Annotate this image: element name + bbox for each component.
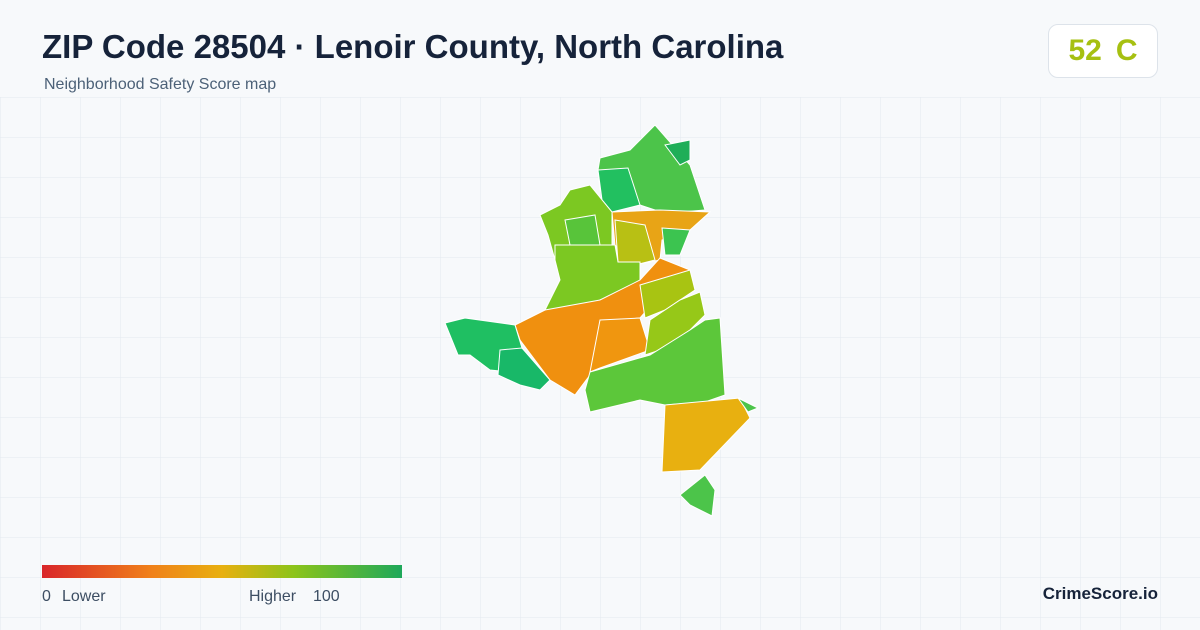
region <box>661 397 751 473</box>
region <box>589 317 651 373</box>
legend-gradient <box>42 565 402 578</box>
title: ZIP Code 28504 · Lenoir County, North Ca… <box>42 28 784 65</box>
region <box>679 474 716 517</box>
region <box>584 317 726 413</box>
legend-min: 0 <box>42 588 51 605</box>
region <box>661 227 691 256</box>
region <box>564 214 601 246</box>
score-value: 52 <box>1068 34 1102 67</box>
region <box>737 397 760 413</box>
legend-min-label: Lower <box>62 588 106 605</box>
legend-max-label: Higher <box>249 588 297 605</box>
region <box>497 347 551 391</box>
brand: CrimeScore.io <box>1042 584 1158 603</box>
region <box>597 167 641 213</box>
region <box>614 219 656 266</box>
region <box>644 291 706 356</box>
score-grade: C <box>1115 34 1138 67</box>
score-badge: 52 C <box>1048 24 1158 78</box>
region <box>664 139 691 166</box>
zip-regions <box>444 124 760 517</box>
legend-max: 100 <box>313 588 340 605</box>
subtitle: Neighborhood Safety Score map <box>44 76 277 93</box>
